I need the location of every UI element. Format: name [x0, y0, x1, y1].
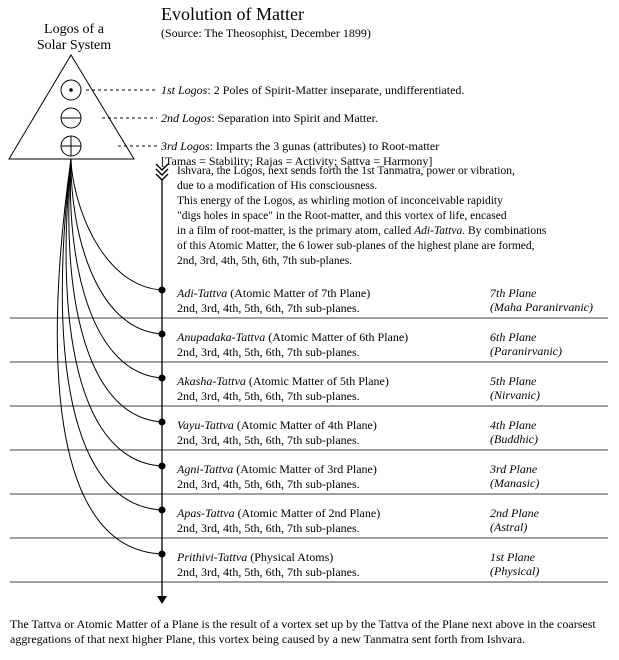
plane-2-matter: (Atomic Matter of 2nd Plane): [238, 506, 381, 520]
logos-1-label: 1st Logos: [161, 83, 207, 97]
plane-3-matter: (Atomic Matter of 3rd Plane): [236, 462, 377, 476]
logos-caption: Logos of a Solar System: [14, 22, 134, 54]
plane-7-subplanes: 2nd, 3rd, 4th, 5th, 6th, 7th sub-planes.: [177, 301, 360, 315]
plane-6-altname: (Paranirvanic): [490, 344, 562, 358]
logos-caption-line2: Solar System: [37, 38, 111, 53]
plane-6-name: 6th Plane: [490, 330, 536, 344]
logos-1-text: : 2 Poles of Spirit-Matter inseparate, u…: [207, 83, 464, 97]
plane-5-name: 5th Plane: [490, 374, 536, 388]
ishvara-l1: Ishvara, the Logos, next sends forth the…: [177, 165, 515, 177]
plane-7-name: 7th Plane: [490, 286, 536, 300]
plane-5-subplanes: 2nd, 3rd, 4th, 5th, 6th, 7th sub-planes.: [177, 389, 360, 403]
logos-3-circle: [61, 136, 81, 156]
plane-4-subplanes: 2nd, 3rd, 4th, 5th, 6th, 7th sub-planes.: [177, 433, 360, 447]
ishvara-l4: "digs holes in space" in the Root-matter…: [177, 210, 507, 222]
ishvara-l3: This energy of the Logos, as whirling mo…: [177, 195, 503, 207]
logos-2-label: 2nd Logos: [161, 111, 211, 125]
plane-block-6: Anupadaka-Tattva (Atomic Matter of 6th P…: [177, 330, 477, 360]
logos-3-text: : Imparts the 3 gunas (attributes) to Ro…: [210, 139, 440, 153]
plane-label-3: 3rd Plane(Manasic): [490, 462, 610, 491]
plane-label-5: 5th Plane(Nirvanic): [490, 374, 610, 403]
plane-6-subplanes: 2nd, 3rd, 4th, 5th, 6th, 7th sub-planes.: [177, 345, 360, 359]
logos-3-label: 3rd Logos: [161, 139, 210, 153]
ishvara-l7: 2nd, 3rd, 4th, 5th, 6th, 7th sub-planes.: [177, 255, 352, 267]
plane-5-altname: (Nirvanic): [490, 388, 540, 402]
emanation-curve-5: [70, 159, 162, 378]
plane-1-altname: (Physical): [490, 564, 539, 578]
ishvara-l6: of this Atomic Matter, the 6 lower sub-p…: [177, 240, 535, 252]
plane-label-6: 6th Plane(Paranirvanic): [490, 330, 610, 359]
plane-7-matter: (Atomic Matter of 7th Plane): [230, 286, 370, 300]
plane-2-name: 2nd Plane: [490, 506, 539, 520]
ishvara-l5c: . By combinations: [462, 225, 546, 237]
emanation-curve-3: [66, 159, 162, 466]
emanation-curve-4: [69, 159, 162, 422]
plane-2-tattva: Apas-Tattva: [177, 506, 235, 520]
plane-3-name: 3rd Plane: [490, 462, 537, 476]
plane-3-subplanes: 2nd, 3rd, 4th, 5th, 6th, 7th sub-planes.: [177, 477, 360, 491]
plane-dot-6: [159, 331, 166, 338]
plane-block-1: Prithivi-Tattva (Physical Atoms)2nd, 3rd…: [177, 550, 477, 580]
emanation-curve-2: [62, 159, 162, 510]
emanation-curve-6: [71, 159, 162, 334]
plane-1-subplanes: 2nd, 3rd, 4th, 5th, 6th, 7th sub-planes.: [177, 565, 360, 579]
plane-2-subplanes: 2nd, 3rd, 4th, 5th, 6th, 7th sub-planes.: [177, 521, 360, 535]
footer-note: The Tattva or Atomic Matter of a Plane i…: [10, 617, 608, 647]
plane-4-matter: (Atomic Matter of 4th Plane): [237, 418, 377, 432]
plane-dot-2: [159, 507, 166, 514]
plane-4-name: 4th Plane: [490, 418, 536, 432]
plane-block-4: Vayu-Tattva (Atomic Matter of 4th Plane)…: [177, 418, 477, 448]
logos-2-text: : Separation into Spirit and Matter.: [211, 111, 378, 125]
ishvara-l2: due to a modification of His consciousne…: [177, 180, 377, 192]
plane-4-tattva: Vayu-Tattva: [177, 418, 234, 432]
plane-label-1: 1st Plane(Physical): [490, 550, 610, 579]
adi-tattva-term: Adi-Tattva: [414, 225, 462, 237]
plane-2-altname: (Astral): [490, 520, 527, 534]
logos-2-circle: [61, 108, 81, 128]
main-arrow-head-icon: [157, 596, 167, 604]
emanation-curve-1: [57, 159, 162, 554]
plane-dot-3: [159, 463, 166, 470]
diagram-page: Evolution of Matter (Source: The Theosop…: [0, 0, 619, 660]
plane-3-tattva: Agni-Tattva: [177, 462, 233, 476]
plane-block-5: Akasha-Tattva (Atomic Matter of 5th Plan…: [177, 374, 477, 404]
plane-1-matter: (Physical Atoms): [250, 550, 333, 564]
plane-7-altname: (Maha Paranirvanic): [490, 300, 593, 314]
plane-dot-7: [159, 287, 166, 294]
plane-label-4: 4th Plane(Buddhic): [490, 418, 610, 447]
plane-7-tattva: Adi-Tattva: [177, 286, 227, 300]
logos-1-dot: [69, 88, 73, 92]
plane-block-7: Adi-Tattva (Atomic Matter of 7th Plane)2…: [177, 286, 477, 316]
plane-block-3: Agni-Tattva (Atomic Matter of 3rd Plane)…: [177, 462, 477, 492]
plane-dot-5: [159, 375, 166, 382]
logos-1-circle: [61, 80, 81, 100]
emanation-curve-7: [71, 159, 162, 290]
plane-5-matter: (Atomic Matter of 5th Plane): [249, 374, 389, 388]
page-title: Evolution of Matter: [161, 4, 304, 25]
plane-5-tattva: Akasha-Tattva: [177, 374, 246, 388]
plane-label-7: 7th Plane(Maha Paranirvanic): [490, 286, 610, 315]
logos-row-2: 2nd Logos: Separation into Spirit and Ma…: [161, 111, 378, 126]
logos-caption-line1: Logos of a: [44, 22, 104, 37]
logos-row-1: 1st Logos: 2 Poles of Spirit-Matter inse…: [161, 83, 464, 98]
plane-4-altname: (Buddhic): [490, 432, 538, 446]
plane-dot-4: [159, 419, 166, 426]
plane-6-matter: (Atomic Matter of 6th Plane): [268, 330, 408, 344]
plane-1-name: 1st Plane: [490, 550, 535, 564]
plane-1-tattva: Prithivi-Tattva: [177, 550, 247, 564]
ishvara-paragraph: Ishvara, the Logos, next sends forth the…: [177, 164, 607, 269]
plane-6-tattva: Anupadaka-Tattva: [177, 330, 265, 344]
plane-dot-1: [159, 551, 166, 558]
page-source: (Source: The Theosophist, December 1899): [161, 26, 371, 41]
triangle-outline: [9, 55, 134, 159]
plane-3-altname: (Manasic): [490, 476, 539, 490]
ishvara-l5a: in a film of root-matter, is the primary…: [177, 225, 414, 237]
plane-label-2: 2nd Plane(Astral): [490, 506, 610, 535]
plane-block-2: Apas-Tattva (Atomic Matter of 2nd Plane)…: [177, 506, 477, 536]
